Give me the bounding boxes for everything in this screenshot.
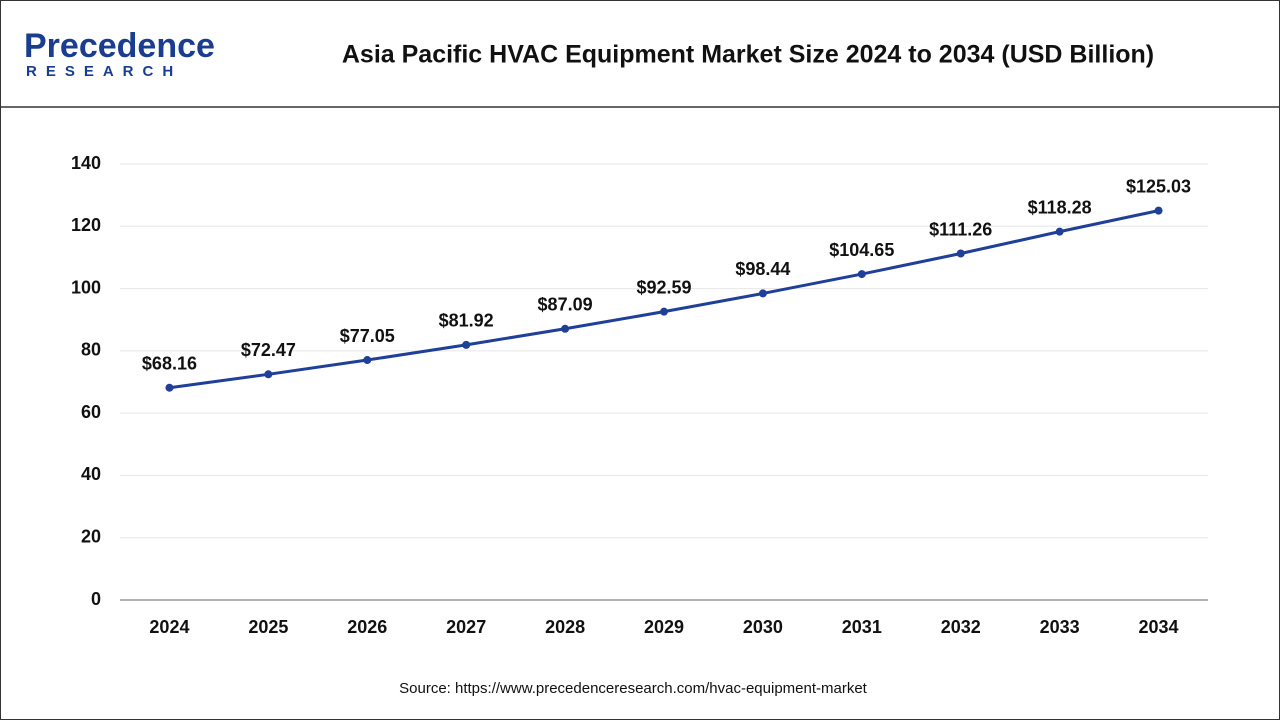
x-tick-label: 2031 [842,617,882,637]
source: Source: https://www.precedenceresearch.c… [399,680,868,697]
logo-subtitle: RESEARCH [26,63,182,80]
point [857,270,866,279]
value-label: $81.92 [439,311,494,331]
chart-title: Asia Pacific HVAC Equipment Market Size … [342,41,1154,69]
point [363,356,372,365]
value-label: $98.44 [735,259,790,279]
x-tick-label: 2030 [743,617,783,637]
y-tick-label: 0 [91,589,101,609]
value-label: $125.03 [1126,176,1191,196]
y-tick-label: 120 [71,215,101,235]
value-label: $118.28 [1028,197,1092,217]
value-label: $68.16 [142,353,197,373]
point [264,370,273,379]
x-tick-label: 2026 [347,617,387,637]
point [956,249,965,258]
logo-name: Precedence [24,27,215,65]
x-tick-label: 2033 [1040,617,1080,637]
y-tick-label: 140 [71,153,101,173]
value-label: $92.59 [636,277,691,297]
x-tick-label: 2025 [248,617,288,637]
y-tick-label: 20 [81,526,101,546]
value-label: $111.26 [929,219,992,239]
x-tick-label: 2028 [545,617,585,637]
x-tick-label: 2024 [149,617,189,637]
y-tick-label: 40 [81,464,101,484]
y-tick-label: 60 [81,402,101,422]
x-tick-label: 2034 [1139,617,1179,637]
point [758,289,767,298]
x-tick-label: 2027 [446,617,486,637]
point [165,383,174,392]
value-label: $104.65 [829,240,894,260]
point [1154,206,1163,215]
value-label: $77.05 [340,326,395,346]
point [561,324,570,333]
value-label: $87.09 [538,295,593,315]
y-tick-label: 100 [71,277,101,297]
x-tick-label: 2029 [644,617,684,637]
x-tick-label: 2032 [941,617,981,637]
point [1055,227,1064,236]
y-tick-label: 80 [81,340,101,360]
value-label: $72.47 [241,340,296,360]
point [462,340,471,349]
point [660,307,668,316]
